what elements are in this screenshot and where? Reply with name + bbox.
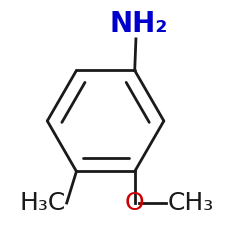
Text: CH₃: CH₃ [168, 191, 214, 215]
Text: O: O [125, 191, 144, 215]
Text: NH₂: NH₂ [109, 10, 168, 38]
Text: H₃C: H₃C [19, 191, 66, 215]
